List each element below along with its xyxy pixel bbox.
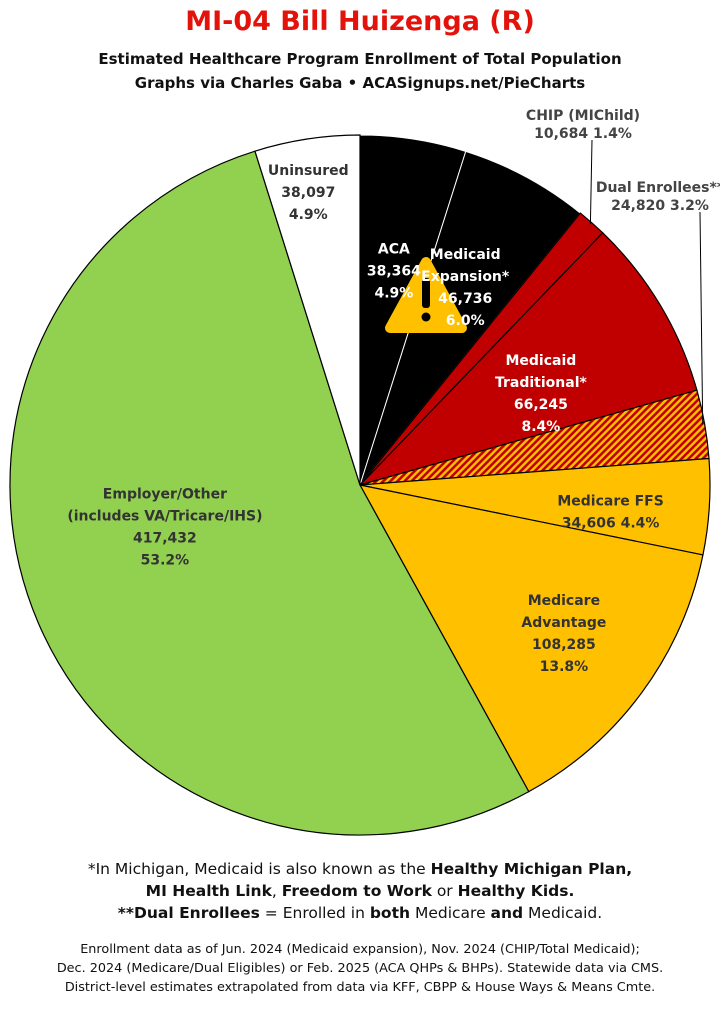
slice-label-medicaid-expansion: Medicaid Expansion* 46,736 6.0% bbox=[421, 247, 510, 329]
slice-label-uninsured: Uninsured 38,097 4.9% bbox=[268, 163, 349, 223]
pie-slice-medicaid-expansion bbox=[359, 150, 582, 486]
pie-chart: ACA 38,364 4.9%Medicaid Expansion* 46,736 6.0… bbox=[9, 108, 720, 836]
slice-label-chip-michild: CHIP (MIChild) 10,684 1.4% bbox=[526, 108, 640, 142]
pie-slice-medicaid-traditional bbox=[358, 232, 698, 487]
slice-label-dual-enrollees: Dual Enrollees** 24,820 3.2% bbox=[596, 180, 720, 214]
pie-slice-uninsured bbox=[254, 134, 361, 486]
source-line-1: Enrollment data as of Jun. 2024 (Medicai… bbox=[80, 942, 640, 957]
source-line-3: District-level estimates extrapolated fr… bbox=[64, 980, 656, 995]
source-line-2: Dec. 2024 (Medicare/Dual Eligibles) or F… bbox=[56, 961, 664, 976]
warning-exclamation-dot bbox=[421, 312, 431, 322]
footnote-medicaid-names: MI Health Link, Freedom to Work or Healt… bbox=[145, 882, 575, 900]
leader-line-chip-michild bbox=[589, 139, 593, 225]
slice-label-medicare-ffs: Medicare FFS 34,606 4.4% bbox=[557, 493, 663, 531]
pie-slice-medicare-advantage bbox=[358, 484, 704, 793]
slice-label-employer-other-includes-va-tricare-ihs: Employer/Other (includes VA/Tricare/IHS) 4… bbox=[67, 487, 262, 569]
footnote-dual-enrollees: **Dual Enrollees = Enrolled in both Medi… bbox=[117, 904, 603, 922]
warning-exclamation-bar bbox=[422, 278, 430, 308]
leader-line-dual-enrollees bbox=[699, 211, 704, 425]
chart-subtitle: Estimated Healthcare Program Enrollment … bbox=[98, 50, 622, 68]
footnote-medicaid: *In Michigan, Medicaid is also known as … bbox=[87, 860, 633, 878]
chart-credit: Graphs via Charles Gaba • ACASignups.net… bbox=[134, 74, 586, 92]
page-title: MI-04 Bill Huizenga (R) bbox=[185, 6, 535, 37]
slice-label-aca: ACA 38,364 4.9% bbox=[367, 242, 421, 302]
pie-slice-employer-other-includes-va-tricare-ihs bbox=[9, 150, 530, 836]
slice-label-medicare-advantage: Medicare Advantage 108,285 13.8% bbox=[521, 593, 606, 675]
slice-label-medicaid-traditional: Medicaid Traditional* 66,245 8.4% bbox=[495, 353, 588, 435]
source-notes: Enrollment data as of Jun. 2024 (Medicai… bbox=[0, 940, 720, 997]
